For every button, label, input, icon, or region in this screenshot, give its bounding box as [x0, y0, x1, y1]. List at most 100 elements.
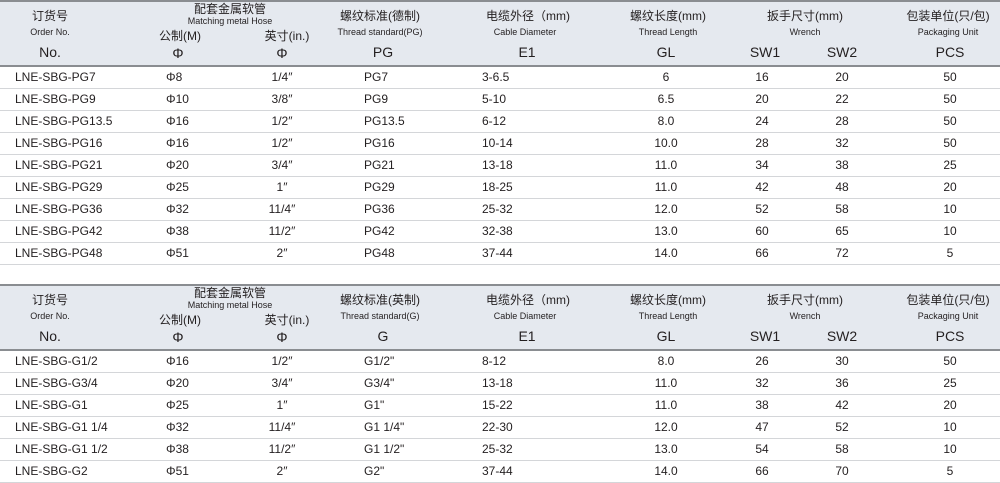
sw2-cell: 48 — [835, 180, 849, 194]
thread-size-cell: PG21 — [364, 158, 395, 172]
table-row: LNE-SBG-PG9 Φ10 3/8″ PG9 5-10 6.5 20 22 50 — [0, 89, 1000, 111]
thread-length-cell: 14.0 — [654, 464, 678, 478]
order-no-cell: LNE-SBG-G1 — [15, 398, 88, 412]
thread-length-cell: 12.0 — [654, 420, 678, 434]
pack-cn: 包装单位(只/包) — [906, 9, 990, 23]
metric-symbol: Φ — [172, 329, 184, 345]
metric-size-cell: Φ25 — [166, 398, 189, 412]
wrench-cn: 扳手尺寸(mm) — [767, 293, 843, 307]
pack-qty-cell: 10 — [943, 224, 957, 238]
sw1-cell: 24 — [755, 114, 769, 128]
sw1-cell: 38 — [755, 398, 769, 412]
thread-length-cell: 13.0 — [654, 224, 678, 238]
thread-length-cell: 10.0 — [654, 136, 678, 150]
thread-size-cell: G1 1/2" — [364, 442, 405, 456]
hose-cn: 配套金属软管 — [193, 2, 267, 16]
sw2-cell: 58 — [835, 202, 849, 216]
table-row: LNE-SBG-G1/2 Φ16 1/2″ G1/2" 8-12 8.0 26 30 50 — [0, 351, 1000, 373]
metric-size-cell: Φ8 — [166, 70, 183, 84]
thread-size-cell: PG13.5 — [364, 114, 405, 128]
thread-size-cell: PG48 — [364, 246, 395, 260]
cable-symbol: E1 — [518, 44, 536, 60]
table-row: LNE-SBG-G3/4 Φ20 3/4″ G3/4" 13-18 11.0 32 36 25 — [0, 373, 1000, 395]
inch-size-cell: 1″ — [276, 398, 288, 412]
inch-cn: 英寸(in.) — [264, 313, 310, 327]
metric-size-cell: Φ20 — [166, 376, 189, 390]
cable-diameter-cell: 25-32 — [482, 442, 513, 456]
metric-size-cell: Φ25 — [166, 180, 189, 194]
table-row: LNE-SBG-PG36 Φ32 11/4″ PG36 25-32 12.0 52 58 10 — [0, 199, 1000, 221]
thread-length-cell: 13.0 — [654, 442, 678, 456]
cable-diameter-cell: 6-12 — [482, 114, 507, 128]
cable-diameter-cell: 3-6.5 — [482, 70, 510, 84]
thread-length-cell: 11.0 — [654, 398, 678, 412]
wrench-en: Wrench — [789, 27, 821, 37]
thread-size-cell: G1/2" — [364, 354, 395, 368]
table-row: LNE-SBG-G1 1/4 Φ32 11/4″ G1 1/4" 22-30 12.0 47… — [0, 417, 1000, 439]
inch-size-cell: 11/4″ — [268, 420, 296, 434]
hose-en: Matching metal Hose — [187, 300, 273, 310]
thread-length-cn: 螺纹长度(mm) — [630, 293, 706, 307]
metric-size-cell: Φ38 — [166, 442, 189, 456]
wrench-cn: 扳手尺寸(mm) — [767, 9, 843, 23]
thread-symbol: G — [377, 328, 389, 344]
cable-diameter-cell: 37-44 — [482, 246, 513, 260]
order-no-en: Order No. — [30, 311, 70, 321]
sw2-label: SW2 — [826, 44, 858, 60]
cable-en: Cable Diameter — [493, 27, 557, 37]
sw1-cell: 34 — [755, 158, 769, 172]
cable-en: Cable Diameter — [493, 311, 557, 321]
table-row: LNE-SBG-G1 1/2 Φ38 11/2″ G1 1/2" 25-32 13.0 54… — [0, 439, 1000, 461]
sw1-label: SW1 — [749, 44, 781, 60]
pack-en: Packaging Unit — [917, 27, 979, 37]
cable-diameter-cell: 10-14 — [482, 136, 513, 150]
pg-thread-table: 订货号 Order No. No. 配套金属软管 Matching metal Hose… — [0, 0, 1000, 265]
sw2-cell: 52 — [835, 420, 849, 434]
order-no-cn: 订货号 — [31, 9, 69, 23]
order-no-cell: LNE-SBG-G3/4 — [15, 376, 98, 390]
metric-symbol: Φ — [172, 45, 184, 61]
sw1-cell: 52 — [755, 202, 769, 216]
inch-size-cell: 1/2″ — [271, 354, 293, 368]
cable-diameter-cell: 18-25 — [482, 180, 513, 194]
sw2-cell: 38 — [835, 158, 849, 172]
order-no-cell: LNE-SBG-PG36 — [15, 202, 103, 216]
table-header: 订货号 Order No. No. 配套金属软管 Matching metal Hose… — [0, 284, 1000, 351]
hose-en: Matching metal Hose — [187, 16, 273, 26]
thread-size-cell: PG16 — [364, 136, 395, 150]
thread-length-cell: 6 — [662, 70, 670, 84]
sw2-cell: 28 — [835, 114, 849, 128]
cable-diameter-cell: 32-38 — [482, 224, 513, 238]
cable-diameter-cell: 15-22 — [482, 398, 513, 412]
sw2-cell: 42 — [835, 398, 849, 412]
pack-qty-cell: 10 — [943, 420, 957, 434]
inch-size-cell: 11/2″ — [268, 442, 296, 456]
table-row: LNE-SBG-PG42 Φ38 11/2″ PG42 32-38 13.0 60 65 10 — [0, 221, 1000, 243]
pack-qty-cell: 50 — [943, 136, 957, 150]
thread-length-cell: 8.0 — [657, 354, 675, 368]
order-no-cn: 订货号 — [31, 293, 69, 307]
metric-size-cell: Φ32 — [166, 420, 189, 434]
thread-length-symbol: GL — [656, 44, 676, 60]
order-no-cell: LNE-SBG-PG16 — [15, 136, 103, 150]
cable-diameter-cell: 37-44 — [482, 464, 513, 478]
pack-qty-cell: 5 — [946, 464, 954, 478]
inch-size-cell: 3/4″ — [271, 158, 293, 172]
thread-length-cell: 12.0 — [654, 202, 678, 216]
thread-symbol: PG — [372, 44, 394, 60]
inch-symbol: Φ — [276, 45, 288, 61]
inch-size-cell: 1/2″ — [271, 136, 293, 150]
metric-size-cell: Φ38 — [166, 224, 189, 238]
thread-size-cell: PG7 — [364, 70, 389, 84]
metric-size-cell: Φ16 — [166, 136, 189, 150]
cable-symbol: E1 — [518, 328, 536, 344]
sw1-cell: 66 — [755, 246, 769, 260]
table-row: LNE-SBG-PG48 Φ51 2″ PG48 37-44 14.0 66 72 5 — [0, 243, 1000, 265]
order-no-cell: LNE-SBG-PG13.5 — [15, 114, 113, 128]
pack-qty-cell: 50 — [943, 354, 957, 368]
order-no-cell: LNE-SBG-PG42 — [15, 224, 103, 238]
sw1-cell: 32 — [755, 376, 769, 390]
metric-size-cell: Φ10 — [166, 92, 189, 106]
hose-cn: 配套金属软管 — [193, 286, 267, 300]
cable-diameter-cell: 8-12 — [482, 354, 507, 368]
